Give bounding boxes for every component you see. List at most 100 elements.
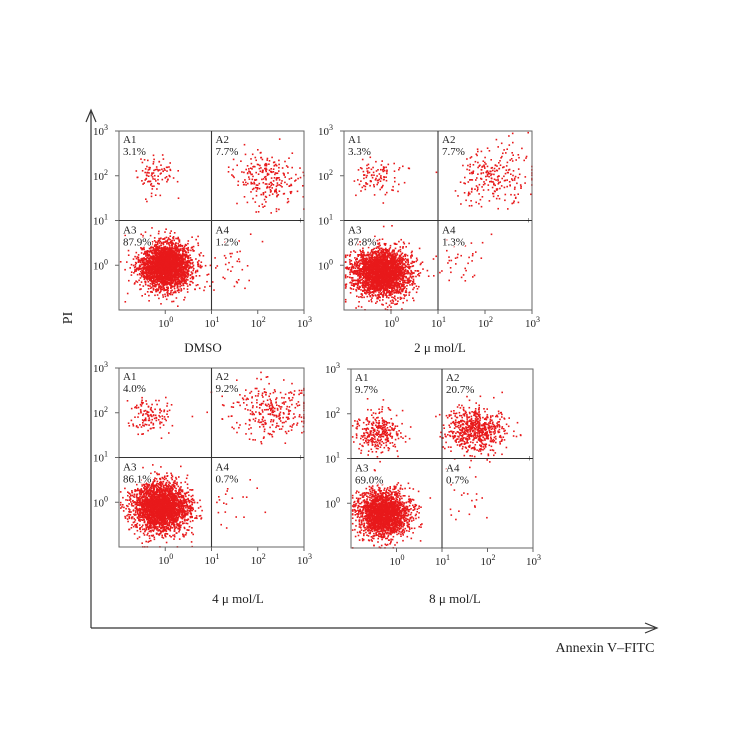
event-point <box>151 185 154 188</box>
event-point <box>177 265 179 268</box>
event-point <box>185 265 188 267</box>
event-point <box>147 274 149 277</box>
event-point <box>135 170 138 172</box>
y-tick-base: 10 <box>93 260 105 272</box>
event-point <box>365 293 367 295</box>
event-point <box>170 248 172 251</box>
event-point <box>179 262 181 265</box>
event-point <box>150 275 152 277</box>
event-point <box>183 282 185 284</box>
event-point <box>164 177 167 179</box>
event-point <box>160 290 162 292</box>
event-point <box>170 282 172 284</box>
event-point <box>159 278 161 281</box>
event-point <box>187 257 190 260</box>
event-point <box>376 255 379 257</box>
event-point <box>186 248 189 251</box>
event-point <box>195 284 198 287</box>
event-point <box>168 278 170 280</box>
event-point <box>362 251 364 254</box>
event-point <box>148 265 150 268</box>
event-point <box>185 278 188 280</box>
event-point <box>176 268 179 271</box>
event-point <box>179 283 181 285</box>
event-point <box>157 246 160 249</box>
event-point <box>181 277 183 280</box>
event-point <box>191 246 193 248</box>
event-point <box>157 264 160 267</box>
event-point <box>174 243 176 246</box>
event-point <box>169 235 172 237</box>
event-point <box>184 271 186 273</box>
event-point <box>406 269 408 272</box>
event-point <box>201 265 203 268</box>
event-point <box>168 243 170 246</box>
event-point <box>379 247 381 250</box>
event-point <box>413 299 415 302</box>
event-point <box>245 184 247 186</box>
event-point <box>182 265 185 268</box>
event-point <box>278 179 281 181</box>
event-point <box>391 256 393 259</box>
event-point <box>149 271 152 273</box>
event-point <box>372 265 375 268</box>
event-point <box>373 247 375 250</box>
event-point <box>134 269 136 271</box>
event-point <box>162 261 164 264</box>
event-point <box>155 278 157 281</box>
x-tick-exp: 1 <box>216 315 220 324</box>
event-point <box>376 294 379 296</box>
event-point <box>398 265 400 268</box>
event-point <box>127 249 130 252</box>
event-point <box>176 247 178 250</box>
event-point <box>262 192 265 195</box>
event-point <box>166 294 169 297</box>
event-point <box>370 291 373 294</box>
event-point <box>232 158 235 161</box>
event-point <box>147 273 149 276</box>
event-point <box>175 258 178 260</box>
event-point <box>157 232 160 235</box>
event-point <box>172 278 174 281</box>
event-point <box>363 259 365 262</box>
event-point <box>367 251 369 254</box>
event-point <box>402 255 405 258</box>
event-point <box>153 285 155 287</box>
event-point <box>189 277 192 280</box>
event-point <box>183 247 185 249</box>
event-point <box>194 271 197 274</box>
event-point <box>139 270 142 273</box>
event-point <box>412 281 415 284</box>
event-point <box>259 152 262 154</box>
event-point <box>276 177 279 179</box>
event-point <box>155 241 157 243</box>
event-point <box>402 275 405 277</box>
event-point <box>158 250 160 253</box>
event-point <box>173 276 175 278</box>
event-point <box>366 279 368 282</box>
event-point <box>150 192 153 195</box>
event-point <box>262 178 265 180</box>
event-point <box>169 275 172 277</box>
event-point <box>255 190 258 192</box>
event-point <box>290 190 293 193</box>
event-point <box>162 258 164 261</box>
event-point <box>165 251 168 253</box>
event-point <box>387 250 389 252</box>
event-point <box>172 237 174 239</box>
event-point <box>269 181 272 184</box>
y-tick-label: 102 <box>93 168 108 183</box>
event-point <box>147 277 149 280</box>
event-point <box>177 264 179 266</box>
event-point <box>399 246 402 248</box>
event-point <box>178 251 180 254</box>
event-point <box>275 208 278 210</box>
event-point <box>154 252 156 254</box>
event-point <box>147 270 150 272</box>
event-point <box>161 288 164 291</box>
event-point <box>365 280 367 282</box>
event-point <box>255 178 258 181</box>
event-point <box>143 259 145 262</box>
event-point <box>266 159 268 161</box>
event-point <box>150 184 152 186</box>
